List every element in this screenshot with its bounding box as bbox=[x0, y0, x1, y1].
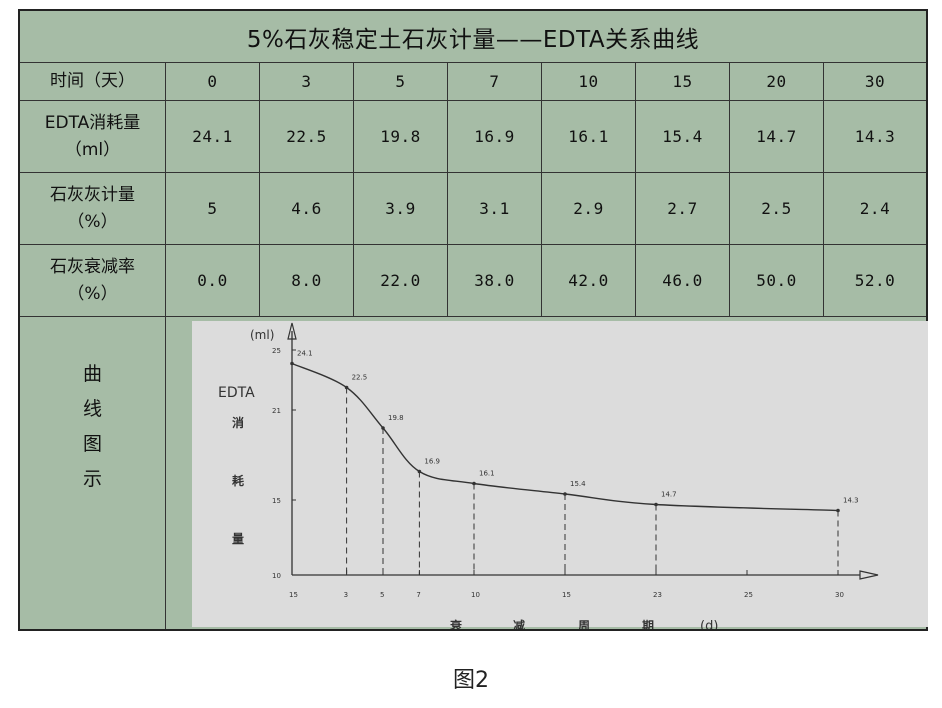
edta-cell: 15.4 bbox=[636, 101, 730, 173]
day-cell: 3 bbox=[260, 63, 354, 101]
edta-decay-chart: (ml) EDTA 消 耗 量 衰 减 周 期 (d) 25 21 15 10 15 3 5… bbox=[218, 322, 879, 629]
x-tick-label: 15 bbox=[562, 591, 571, 599]
row-label-edta: EDTA消耗量 （ml） bbox=[20, 101, 166, 173]
y-axis-arrow bbox=[287, 322, 297, 340]
row-label-lime-unit: （%） bbox=[67, 211, 118, 232]
data-point bbox=[290, 361, 294, 366]
row-label-curve: 曲 线 图 示 bbox=[20, 317, 166, 629]
day-cell: 20 bbox=[730, 63, 824, 101]
y-tick-label: 21 bbox=[272, 407, 281, 415]
data-label: 16.1 bbox=[479, 470, 495, 478]
data-point bbox=[472, 481, 476, 486]
x-tick-label: 23 bbox=[653, 591, 662, 599]
data-point bbox=[654, 502, 658, 507]
curve-label-char: 示 bbox=[82, 468, 102, 491]
lime-cell: 5 bbox=[166, 173, 260, 245]
edta-curve bbox=[291, 362, 839, 512]
day-cell: 10 bbox=[542, 63, 636, 101]
curve-label-char: 图 bbox=[82, 433, 102, 456]
y-unit-label: (ml) bbox=[250, 328, 274, 342]
x-axis-title-char: 减 bbox=[513, 618, 525, 629]
day-cell: 0 bbox=[166, 63, 260, 101]
data-point bbox=[417, 469, 422, 474]
x-axis-title-char: 周 bbox=[578, 619, 590, 629]
y-tick-label: 10 bbox=[272, 572, 281, 580]
x-axis-arrow bbox=[859, 570, 879, 580]
y-axis-title: EDTA bbox=[218, 385, 255, 401]
decay-cell: 22.0 bbox=[354, 245, 448, 317]
x-tick-label: 25 bbox=[744, 591, 753, 599]
curve-label-char: 线 bbox=[82, 398, 102, 421]
y-axis-title-char: 消 bbox=[232, 415, 244, 430]
lime-cell: 3.9 bbox=[354, 173, 448, 245]
y-tick-label: 15 bbox=[272, 497, 281, 505]
lime-cell: 3.1 bbox=[448, 173, 542, 245]
decay-cell: 52.0 bbox=[824, 245, 926, 317]
row-label-lime-name: 石灰灰计量 bbox=[50, 185, 135, 206]
x-tick-label: 3 bbox=[344, 591, 348, 599]
edta-cell: 19.8 bbox=[354, 101, 448, 173]
edta-relation-table: 5%石灰稳定土石灰计量——EDTA关系曲线 时间（天） EDTA消耗量 （ml）… bbox=[18, 9, 928, 631]
lime-cell: 2.4 bbox=[824, 173, 926, 245]
x-axis-title-char: 期 bbox=[642, 618, 654, 629]
row-label-decay-name: 石灰衰减率 bbox=[50, 257, 135, 278]
x-tick-label: 7 bbox=[416, 591, 420, 599]
edta-cell: 16.9 bbox=[448, 101, 542, 173]
edta-cell: 14.3 bbox=[824, 101, 926, 173]
day-cell: 5 bbox=[354, 63, 448, 101]
data-label: 15.4 bbox=[570, 480, 586, 488]
lime-cell: 2.5 bbox=[730, 173, 824, 245]
decay-cell: 8.0 bbox=[260, 245, 354, 317]
decay-cell: 0.0 bbox=[166, 245, 260, 317]
data-point bbox=[563, 492, 567, 496]
curve-label-char: 曲 bbox=[82, 363, 102, 385]
decay-cell: 50.0 bbox=[730, 245, 824, 317]
x-tick-label: 5 bbox=[380, 591, 384, 599]
day-cell: 7 bbox=[448, 63, 542, 101]
y-axis-title-char: 耗 bbox=[232, 473, 244, 488]
lime-cell: 2.9 bbox=[542, 173, 636, 245]
edta-cell: 24.1 bbox=[166, 101, 260, 173]
y-axis-title-char: 量 bbox=[232, 532, 244, 546]
chart-panel: (ml) EDTA 消 耗 量 衰 减 周 期 (d) 25 21 15 10 15 3 5… bbox=[180, 317, 930, 629]
table-title: 5%石灰稳定土石灰计量——EDTA关系曲线 bbox=[20, 11, 926, 63]
edta-cell: 14.7 bbox=[730, 101, 824, 173]
data-label: 16.9 bbox=[424, 458, 440, 466]
data-label: 14.3 bbox=[843, 497, 859, 505]
data-point bbox=[344, 385, 349, 390]
data-label: 14.7 bbox=[661, 491, 677, 499]
row-label-decay: 石灰衰减率 （%） bbox=[20, 245, 166, 317]
data-point bbox=[836, 508, 840, 513]
day-cell: 30 bbox=[824, 63, 926, 101]
row-label-decay-unit: （%） bbox=[67, 283, 118, 304]
edta-cell: 22.5 bbox=[260, 101, 354, 173]
decay-cell: 46.0 bbox=[636, 245, 730, 317]
day-cell: 15 bbox=[636, 63, 730, 101]
row-label-time: 时间（天） bbox=[20, 63, 166, 101]
x-tick-label: 30 bbox=[835, 591, 844, 599]
x-unit-label: (d) bbox=[700, 619, 718, 629]
row-label-lime: 石灰灰计量 （%） bbox=[20, 173, 166, 245]
data-point bbox=[381, 426, 385, 430]
decay-cell: 42.0 bbox=[542, 245, 636, 317]
decay-cell: 38.0 bbox=[448, 245, 542, 317]
row-label-edta-unit: （ml） bbox=[64, 139, 121, 160]
edta-cell: 16.1 bbox=[542, 101, 636, 173]
y-tick-label: 25 bbox=[272, 347, 281, 355]
figure-caption: 图2 bbox=[453, 668, 489, 693]
x-tick-label: 10 bbox=[471, 591, 480, 599]
x-tick-label: 15 bbox=[289, 591, 298, 599]
lime-cell: 4.6 bbox=[260, 173, 354, 245]
row-label-edta-name: EDTA消耗量 bbox=[44, 113, 141, 134]
x-axis-title-char: 衰 bbox=[449, 618, 463, 629]
data-label: 22.5 bbox=[352, 374, 368, 382]
lime-cell: 2.7 bbox=[636, 173, 730, 245]
data-label: 24.1 bbox=[297, 350, 313, 358]
data-label: 19.8 bbox=[388, 414, 404, 422]
